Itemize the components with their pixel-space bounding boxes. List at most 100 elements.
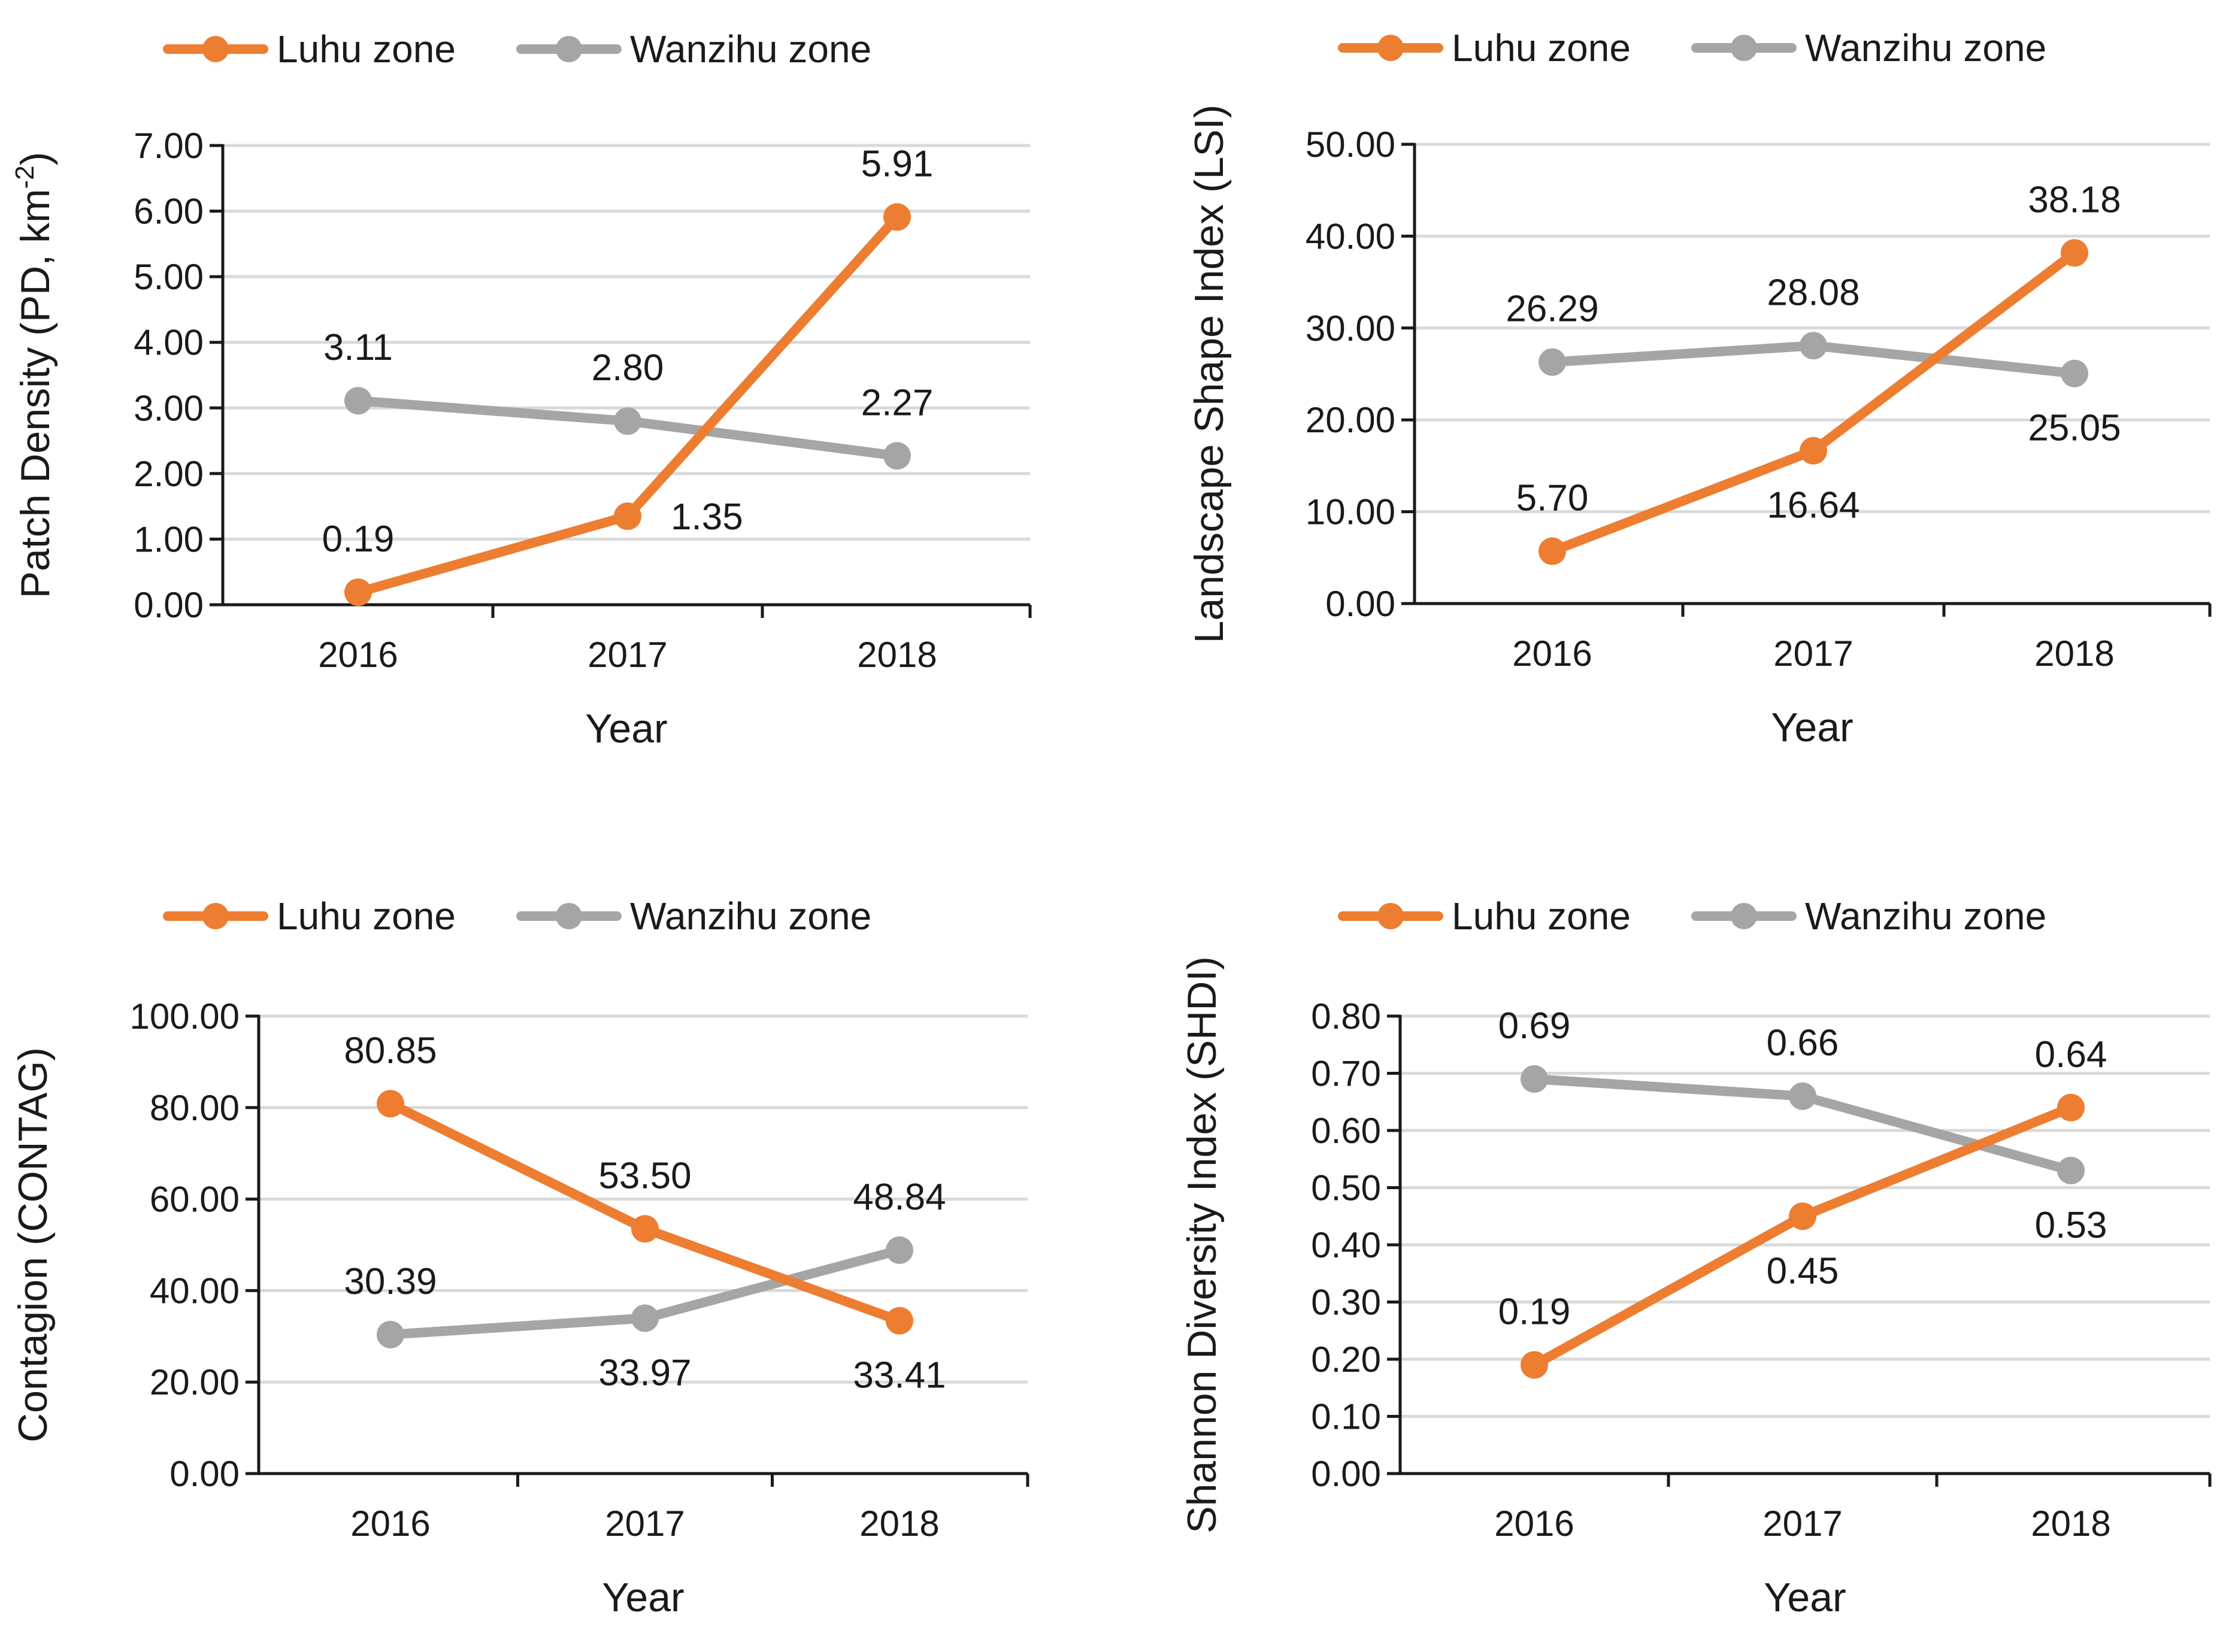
data-label-wanzihu: 0.66	[1767, 1023, 1839, 1064]
y-tick-label: 0.80	[1311, 996, 1381, 1036]
y-tick-label: 30.00	[1306, 308, 1395, 348]
data-label-wanzihu: 2.80	[592, 347, 664, 389]
data-label-luhu: 16.64	[1767, 485, 1859, 526]
legend-label: Luhu zone	[1452, 895, 1631, 938]
y-tick-label: 4.00	[134, 323, 204, 363]
data-label-luhu: 0.19	[322, 519, 395, 560]
y-tick-label: 40.00	[1306, 216, 1395, 256]
data-point-luhu[interactable]	[614, 502, 641, 531]
legend-label: Wanzihu zone	[1805, 26, 2046, 69]
data-label-luhu: 0.19	[1498, 1292, 1571, 1333]
data-point-wanzihu[interactable]	[883, 442, 911, 470]
y-tick-label: 0.00	[1325, 584, 1395, 624]
legend-entry-wanzihu[interactable]: Wanzihu zone	[516, 28, 871, 71]
data-point-wanzihu[interactable]	[377, 1320, 404, 1348]
x-tick-label: 2018	[859, 1504, 939, 1544]
y-tick-label: 0.30	[1311, 1283, 1381, 1323]
x-axis-title: Year	[602, 1575, 684, 1620]
data-point-luhu[interactable]	[883, 203, 911, 231]
legend-entry-luhu[interactable]: Luhu zone	[1338, 26, 1631, 69]
chart-panel-3: 0.00 20.00 40.00 60.00 80.00 100.00 2016 2017 20…	[10, 895, 1029, 1620]
y-tick-label: 0.10	[1311, 1397, 1381, 1437]
legend-entry-luhu[interactable]: Luhu zone	[163, 28, 456, 71]
y-tick-label: 1.00	[134, 519, 204, 559]
data-point-luhu[interactable]	[886, 1307, 913, 1335]
y-tick-label: 7.00	[134, 126, 204, 166]
data-point-wanzihu[interactable]	[631, 1304, 659, 1332]
data-point-luhu[interactable]	[2061, 239, 2088, 267]
data-point-wanzihu[interactable]	[1521, 1065, 1548, 1093]
legend-label: Wanzihu zone	[630, 28, 871, 71]
y-tick-label: 0.00	[169, 1454, 240, 1494]
data-point-luhu[interactable]	[1521, 1351, 1548, 1379]
y-tick-label: 40.00	[150, 1271, 240, 1311]
legend-marker	[202, 36, 229, 62]
y-tick-label: 3.00	[134, 388, 204, 428]
data-label-luhu: 80.85	[344, 1030, 437, 1071]
data-label-wanzihu: 3.11	[323, 327, 393, 368]
x-axis-title: Year	[1764, 1575, 1846, 1620]
chart-panel-2: 0.00 10.00 20.00 30.00 40.00 50.00 2016 2017 201…	[1186, 26, 2212, 750]
data-point-wanzihu[interactable]	[614, 407, 641, 435]
data-label-luhu: 38.18	[2028, 179, 2121, 220]
x-tick-label: 2018	[857, 635, 937, 675]
x-tick-label: 2018	[2034, 633, 2114, 674]
y-tick-label: 0.00	[134, 585, 204, 625]
data-point-luhu[interactable]	[631, 1215, 659, 1243]
data-label-luhu: 1.35	[671, 496, 743, 538]
x-tick-label: 2017	[605, 1504, 685, 1544]
legend-entry-wanzihu[interactable]: Wanzihu zone	[1691, 26, 2046, 69]
y-axis-title: Landscape Shape Index (LSI)	[1186, 105, 1232, 644]
x-tick-label: 2017	[587, 635, 667, 675]
y-tick-label: 10.00	[1306, 492, 1395, 532]
data-point-wanzihu[interactable]	[2057, 1156, 2085, 1184]
legend-marker	[1731, 35, 1757, 61]
data-point-luhu[interactable]	[377, 1090, 404, 1118]
y-tick-label: 0.20	[1311, 1339, 1381, 1380]
x-tick-label: 2018	[2031, 1504, 2110, 1544]
data-label-luhu: 53.50	[598, 1155, 691, 1196]
data-point-luhu[interactable]	[1800, 437, 1827, 465]
y-tick-label: 0.40	[1311, 1225, 1381, 1265]
data-point-wanzihu[interactable]	[1800, 332, 1827, 360]
data-point-luhu[interactable]	[344, 578, 372, 607]
data-label-luhu: 0.64	[2035, 1034, 2107, 1075]
x-tick-label: 2016	[318, 635, 398, 675]
x-tick-label: 2016	[1494, 1504, 1574, 1544]
chart-panel-4: 0.00 0.10 0.20 0.30 0.40 0.50 0.60 0.70 0.80 2016…	[1179, 895, 2212, 1620]
data-point-wanzihu[interactable]	[1539, 348, 1566, 376]
legend-entry-wanzihu[interactable]: Wanzihu zone	[1691, 895, 2046, 938]
data-label-wanzihu: 0.69	[1498, 1005, 1571, 1047]
data-label-luhu: 5.91	[861, 143, 934, 184]
data-point-wanzihu[interactable]	[344, 387, 372, 415]
data-label-wanzihu: 0.53	[2035, 1205, 2107, 1246]
y-tick-label: 6.00	[134, 192, 204, 232]
legend-label: Wanzihu zone	[630, 895, 871, 938]
legend-marker	[556, 36, 582, 62]
data-point-luhu[interactable]	[2057, 1093, 2085, 1121]
data-label-wanzihu: 30.39	[344, 1261, 437, 1302]
legend-entry-luhu[interactable]: Luhu zone	[1338, 895, 1631, 938]
data-point-wanzihu[interactable]	[1789, 1082, 1816, 1110]
data-point-luhu[interactable]	[1789, 1202, 1816, 1230]
x-tick-label: 2017	[1762, 1504, 1842, 1544]
data-point-wanzihu[interactable]	[2061, 359, 2088, 387]
x-axis-title: Year	[585, 706, 667, 751]
y-tick-label: 2.00	[134, 454, 204, 494]
data-label-luhu: 0.45	[1767, 1250, 1839, 1292]
legend-entry-wanzihu[interactable]: Wanzihu zone	[516, 895, 871, 938]
legend-marker	[556, 903, 582, 929]
x-tick-label: 2016	[350, 1504, 430, 1544]
data-label-wanzihu: 33.97	[598, 1352, 691, 1393]
y-tick-label: 0.70	[1311, 1054, 1381, 1094]
y-tick-label: 60.00	[150, 1180, 240, 1220]
data-label-wanzihu: 2.27	[861, 382, 934, 423]
data-point-luhu[interactable]	[1539, 537, 1566, 565]
legend-entry-luhu[interactable]: Luhu zone	[163, 895, 456, 938]
data-point-wanzihu[interactable]	[886, 1236, 913, 1264]
y-tick-label: 20.00	[150, 1362, 240, 1402]
y-tick-label: 100.00	[129, 996, 240, 1036]
legend-marker	[1377, 903, 1404, 929]
legend-label: Wanzihu zone	[1805, 895, 2046, 938]
